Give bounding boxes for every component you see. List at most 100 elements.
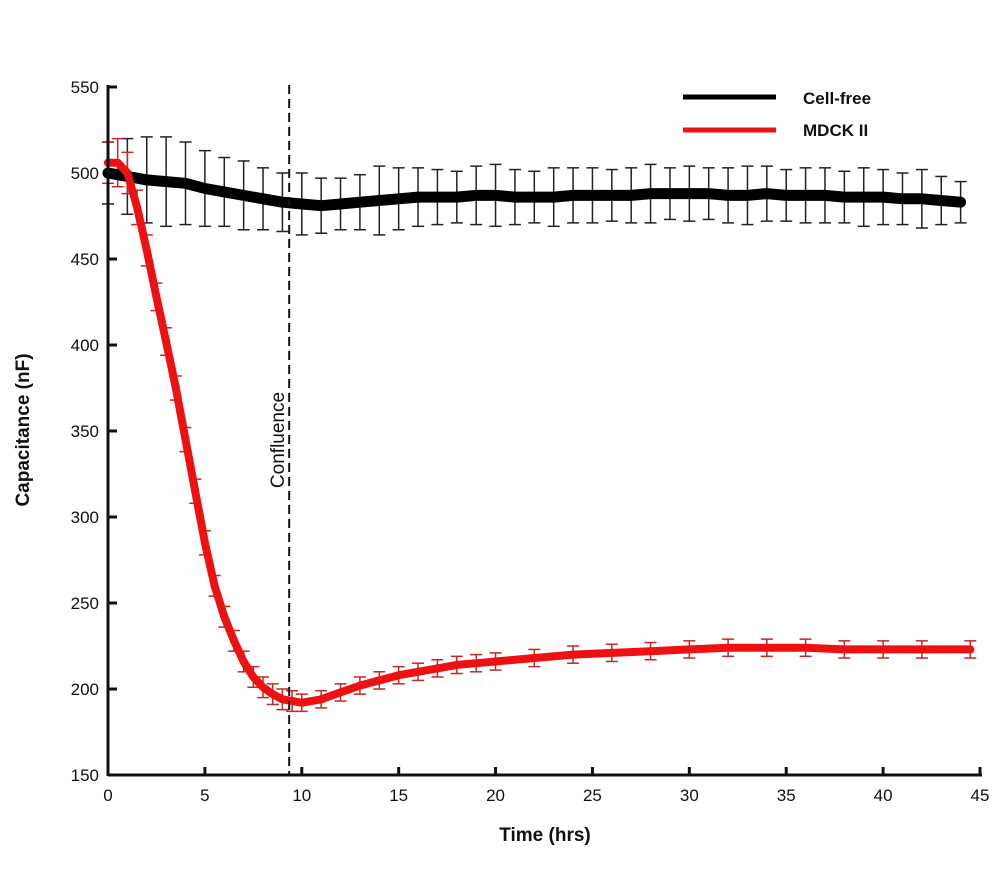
data-point [113,158,122,167]
data-point [645,188,656,199]
legend-label-cell-free: Cell-free [803,89,871,108]
data-point [451,192,462,203]
data-point [296,198,307,209]
data-point [917,645,926,654]
data-point [723,190,734,201]
x-tick-label: 0 [103,786,112,805]
data-point [123,169,132,177]
data-point [897,193,908,204]
data-point [685,645,694,654]
data-point [354,197,365,208]
data-point [162,337,171,346]
y-axis-label: Capacitance (nF) [13,353,34,506]
data-point [568,190,579,201]
confluence-label: Confluence [268,392,289,488]
data-point [335,198,346,209]
data-point [684,188,695,199]
data-point [879,645,888,654]
data-point [761,188,772,199]
y-tick-label: 150 [71,766,99,785]
y-tick-label: 300 [71,508,99,527]
data-point [355,681,364,690]
data-point [219,186,230,197]
data-point [414,667,423,676]
legend: Cell-free MDCK II [683,89,871,140]
y-tick-label: 200 [71,680,99,699]
data-point [509,192,520,203]
x-tick-label: 40 [874,786,893,805]
data-point [238,190,249,201]
data-point [142,246,151,255]
data-point [393,193,404,204]
data-point [220,612,229,621]
x-axis-label: Time (hrs) [499,825,591,846]
data-point [171,384,180,392]
x-tick-label: 25 [583,786,602,805]
series-line-mdck-ii [104,158,975,707]
data-point [606,190,617,201]
data-point [626,190,637,201]
data-point [161,176,172,187]
data-point [317,695,326,704]
x-tick-label: 10 [292,786,311,805]
data-point [374,195,385,206]
data-point [277,197,288,208]
data-point [742,190,753,201]
x-tick-label: 5 [200,786,209,805]
data-point [936,195,947,206]
data-point [181,435,190,444]
data-point [878,192,889,203]
x-tick-label: 45 [971,786,990,805]
data-point [336,688,345,697]
legend-label-mdck: MDCK II [803,121,868,140]
data-point [200,538,209,547]
data-point [394,671,403,680]
data-point [491,657,500,666]
data-point [210,581,219,590]
data-point [916,193,927,204]
data-point [840,645,849,654]
data-point [955,197,966,208]
x-tick-label: 35 [777,786,796,805]
data-point [229,636,238,645]
data-point [966,645,975,654]
data-point [258,193,269,204]
data-point [152,292,161,301]
data-point [375,676,384,685]
data-point [239,657,248,666]
y-tick-label: 500 [71,164,99,183]
data-point [133,203,142,212]
data-point [199,183,210,194]
data-point [819,190,830,201]
data-point [432,192,443,203]
x-tick-label: 20 [486,786,505,805]
data-point [646,647,655,656]
data-point [762,643,771,652]
data-point [249,672,258,681]
y-tick-label: 450 [71,250,99,269]
y-tick-label: 250 [71,594,99,613]
data-point [724,643,733,652]
data-point [587,190,598,201]
data-point [297,698,306,707]
y-tick-label: 350 [71,422,99,441]
data-point [858,192,869,203]
data-point [191,487,200,496]
data-point [529,192,540,203]
x-tick-label: 15 [389,786,408,805]
x-tick-label: 30 [680,786,699,805]
data-point [259,683,268,692]
data-point [316,200,327,211]
y-tick-label: 550 [71,78,99,97]
data-point [490,190,501,201]
data-point [801,643,810,652]
data-point [433,664,442,673]
data-point [530,654,539,663]
data-point [664,188,675,199]
data-point [800,190,811,201]
data-point [472,659,481,668]
data-point [471,190,482,201]
data-point [548,192,559,203]
data-point [452,660,461,669]
